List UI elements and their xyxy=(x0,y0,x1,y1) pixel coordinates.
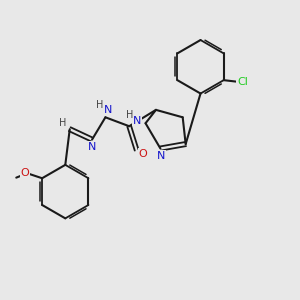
Text: Cl: Cl xyxy=(237,76,248,87)
Text: H: H xyxy=(58,118,66,128)
Text: N: N xyxy=(88,142,96,152)
Text: N: N xyxy=(157,151,165,161)
Text: N: N xyxy=(133,116,141,126)
Text: N: N xyxy=(103,105,112,115)
Text: H: H xyxy=(126,110,134,120)
Text: O: O xyxy=(139,148,148,159)
Text: O: O xyxy=(20,168,29,178)
Text: H: H xyxy=(96,100,103,110)
